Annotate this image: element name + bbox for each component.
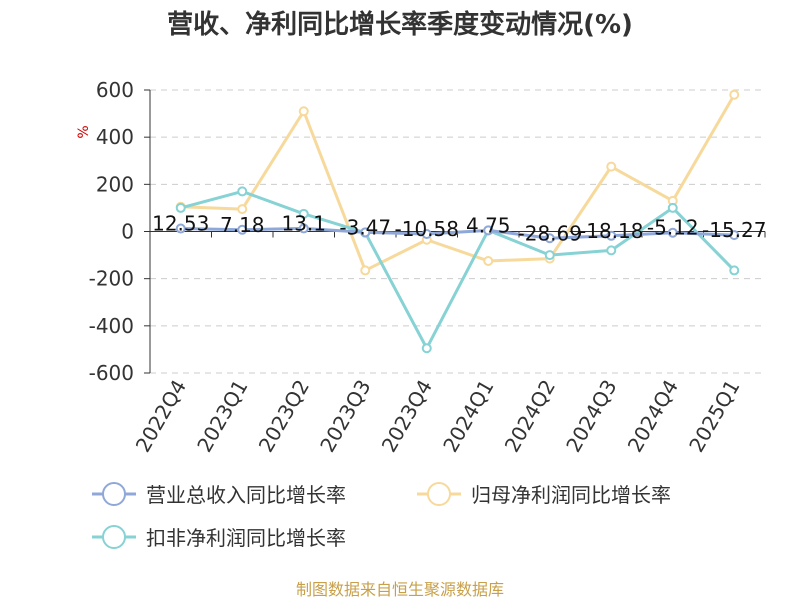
x-tick-label: 2024Q4 <box>623 376 683 457</box>
legend-marker <box>102 482 126 506</box>
y-tick-label: 200 <box>96 172 134 196</box>
data-point <box>360 227 371 238</box>
legend-marker <box>427 482 451 506</box>
data-point <box>237 186 248 197</box>
data-label: 7.18 <box>220 213 265 237</box>
y-tick-label: 600 <box>96 78 134 102</box>
legend-label: 营业总收入同比增长率 <box>146 483 346 507</box>
chart-title: 营收、净利同比增长率季度变动情况(%) <box>167 9 633 40</box>
data-point <box>175 223 186 234</box>
data-label: -5.12 <box>647 216 699 240</box>
data-label: -10.58 <box>395 217 459 241</box>
data-point <box>175 202 186 213</box>
legend-label: 扣非净利润同比增长率 <box>146 526 346 550</box>
data-point <box>298 106 309 117</box>
x-tick-label: 2022Q4 <box>131 376 191 457</box>
series-lines <box>175 89 740 354</box>
data-label: 4.75 <box>466 213 511 237</box>
data-label: -3.47 <box>339 215 391 239</box>
data-label: -15.27 <box>702 218 766 242</box>
data-label: -18.18 <box>579 219 643 243</box>
x-tick-label: 2024Q2 <box>500 376 560 457</box>
data-point <box>421 228 432 239</box>
y-tick-label: -600 <box>89 361 134 385</box>
y-axis-label: % <box>76 125 92 138</box>
x-tick-label: 2025Q1 <box>684 376 744 457</box>
data-point <box>606 161 617 172</box>
x-tick-label: 2024Q3 <box>561 376 621 457</box>
data-point <box>237 204 248 215</box>
data-point <box>421 343 432 354</box>
data-point <box>667 227 678 238</box>
data-point <box>606 245 617 256</box>
data-point <box>483 225 494 236</box>
x-tick-label: 2023Q4 <box>377 376 437 457</box>
data-point <box>483 255 494 266</box>
data-point <box>298 223 309 234</box>
data-point <box>298 208 309 219</box>
series-line <box>180 189 736 350</box>
y-tick-label: -400 <box>89 314 134 338</box>
y-tick-label: 400 <box>96 125 134 149</box>
data-label: -28.69 <box>518 221 582 245</box>
data-point <box>360 265 371 276</box>
series-line <box>180 226 735 240</box>
y-tick-label: 0 <box>121 220 134 244</box>
x-tick-label: 2024Q1 <box>438 376 498 457</box>
data-labels: 12.53 7.18 13.1 -3.47 -10.58 4.75 -28.69-18.18… <box>152 211 766 245</box>
series-line <box>180 93 736 272</box>
data-point <box>606 230 617 241</box>
x-tick-label: 2023Q2 <box>254 376 314 457</box>
data-point <box>729 89 740 100</box>
data-point <box>237 224 248 235</box>
data-point <box>667 202 678 213</box>
data-label: 12.53 <box>152 212 209 236</box>
data-point <box>729 265 740 276</box>
y-tick-label: -200 <box>89 267 134 291</box>
legend-marker <box>102 525 126 549</box>
legend-label: 归母净利润同比增长率 <box>471 483 671 507</box>
data-point <box>544 233 555 244</box>
source-note: 制图数据来自恒生聚源数据库 <box>296 580 504 599</box>
data-label: 13.1 <box>281 211 326 235</box>
data-point <box>544 250 555 261</box>
data-point <box>729 230 740 241</box>
x-tick-label: 2023Q1 <box>192 376 252 457</box>
x-tick-label: 2023Q3 <box>315 376 375 457</box>
